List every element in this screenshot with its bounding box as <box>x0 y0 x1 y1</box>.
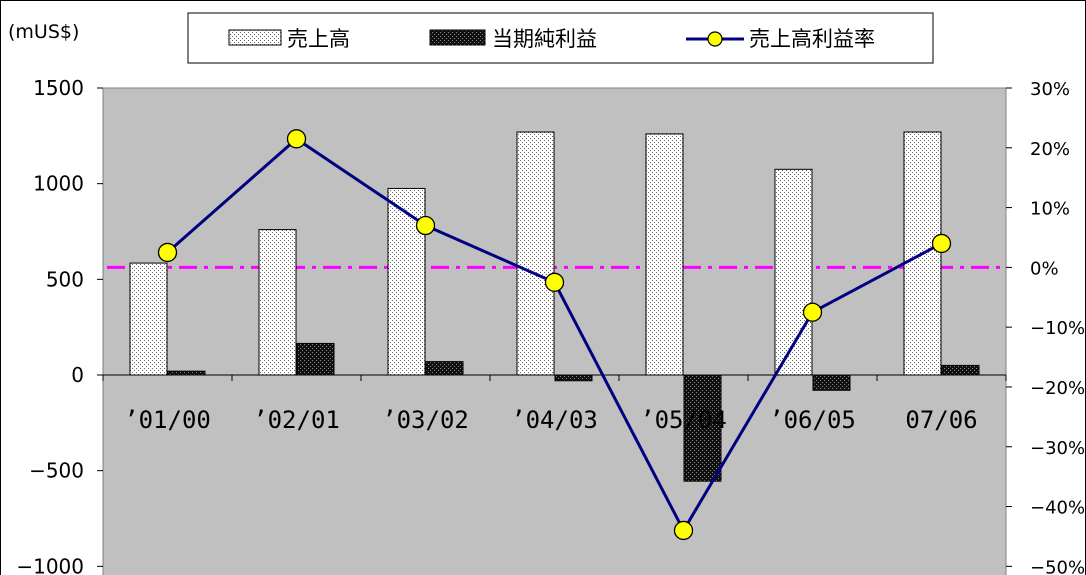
category-label-6: 07/06 <box>905 406 977 434</box>
bar-net-income-0 <box>167 370 206 376</box>
bar-sales-4 <box>645 133 684 376</box>
bar-net-income-6 <box>941 364 980 376</box>
legend-swatch-sales <box>228 29 282 46</box>
category-label-3: ’04/03 <box>511 406 598 434</box>
bar-layer <box>129 131 980 482</box>
legend-label-margin: 売上高利益率 <box>749 27 875 51</box>
category-label-2: ’03/02 <box>382 406 469 434</box>
line-layer <box>157 129 952 541</box>
category-label-4: ’05/04 <box>640 406 727 434</box>
bar-sales-5 <box>774 168 813 376</box>
bar-net-income-5 <box>812 374 851 391</box>
legend-box <box>187 12 934 64</box>
left-axis-label-3: 0 <box>71 363 84 387</box>
left-axis-label-4: −500 <box>29 459 84 483</box>
unit-label: (mUS$) <box>8 21 79 43</box>
legend-label-net-income: 当期純利益 <box>492 27 597 51</box>
marker-sales-margin-3 <box>544 272 565 292</box>
legend-label-sales: 売上高 <box>287 27 350 51</box>
bar-net-income-1 <box>296 342 335 376</box>
marker-sales-margin-1 <box>286 129 307 149</box>
bar-sales-3 <box>516 131 555 376</box>
legend-marker-margin <box>707 31 723 47</box>
right-axis-label-2: 10% <box>1030 199 1070 220</box>
left-axis-label-0: 1500 <box>33 76 84 100</box>
legend-swatch-net-income <box>429 29 486 46</box>
category-label-1: ’02/01 <box>253 406 340 434</box>
bar-sales-2 <box>387 187 426 376</box>
bar-net-income-2 <box>425 361 464 376</box>
left-axis-label-1: 1000 <box>33 172 84 196</box>
marker-sales-margin-0 <box>157 242 178 263</box>
bar-sales-1 <box>258 229 297 376</box>
right-axis-label-1: 20% <box>1030 139 1070 160</box>
marker-sales-margin-4 <box>673 520 694 541</box>
right-axis-label-3: 0% <box>1030 258 1059 279</box>
label-layer: 1500 1000 500 0 −500 −1000 30% 20% 10% 0% −10% −20%… <box>16 76 1085 575</box>
bar-net-income-3 <box>554 374 593 382</box>
left-axis-label-2: 500 <box>46 267 84 291</box>
right-axis-label-4: −10% <box>1030 318 1085 339</box>
marker-sales-margin-6 <box>931 233 952 254</box>
marker-sales-margin-5 <box>802 302 823 322</box>
right-axis-label-6: −30% <box>1030 438 1085 459</box>
marker-sales-margin-2 <box>415 215 436 236</box>
category-label-5: ’06/05 <box>769 406 856 434</box>
right-axis-label-0: 30% <box>1030 79 1070 100</box>
left-axis-label-5: −1000 <box>16 554 84 575</box>
bar-sales-0 <box>129 262 168 376</box>
right-axis-label-8: −50% <box>1030 557 1085 575</box>
right-axis-label-5: −20% <box>1030 378 1085 399</box>
legend: 売上高 当期純利益 売上高利益率 <box>187 12 934 64</box>
category-label-0: ’01/00 <box>124 406 211 434</box>
right-axis-label-7: −40% <box>1030 498 1085 519</box>
axis-layer <box>97 87 1012 567</box>
